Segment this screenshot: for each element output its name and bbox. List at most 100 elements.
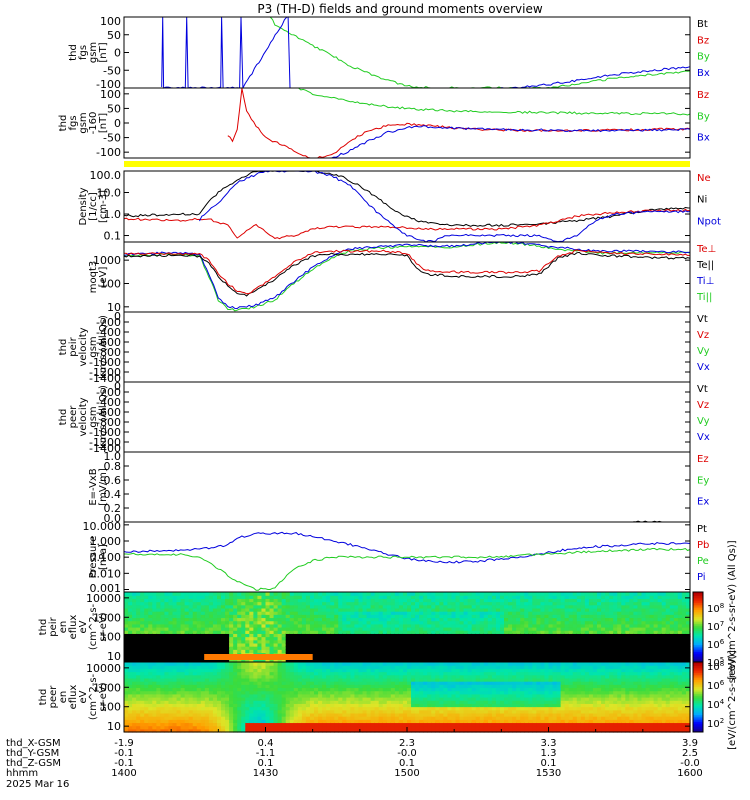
spectrogram-cell bbox=[192, 681, 198, 685]
spectrogram-cell bbox=[411, 652, 416, 657]
spectrogram-cell bbox=[435, 633, 440, 638]
spectrogram-cell bbox=[342, 611, 347, 615]
spectrogram-cell bbox=[366, 607, 372, 612]
spectrogram-cell bbox=[309, 674, 315, 679]
spectrogram-cell bbox=[192, 611, 198, 615]
spectrogram-cell bbox=[342, 620, 347, 625]
spectrogram-cell bbox=[435, 620, 440, 625]
spectrogram-cell bbox=[617, 592, 622, 596]
spectrogram-cell bbox=[358, 668, 364, 673]
spectrogram-cell bbox=[621, 658, 626, 663]
spectrogram-cell bbox=[556, 633, 562, 638]
spectrogram-cell bbox=[196, 677, 202, 682]
spectrogram-cell bbox=[233, 617, 238, 622]
spectrogram-cell bbox=[225, 668, 230, 673]
spectrogram-cell bbox=[419, 611, 424, 615]
panel-frame bbox=[123, 381, 691, 453]
y-tick-label: 0 bbox=[114, 380, 121, 393]
spectrogram-cell bbox=[516, 620, 521, 625]
spectrogram-cell bbox=[216, 716, 222, 720]
spectrogram-cell bbox=[273, 611, 279, 615]
spectrogram-cell bbox=[277, 617, 283, 622]
spectrogram-cell bbox=[435, 646, 440, 650]
spectrogram-cell bbox=[419, 662, 424, 666]
spectrogram-cell bbox=[261, 639, 267, 644]
spectrogram-cell bbox=[309, 706, 315, 711]
spectrogram-cell bbox=[281, 604, 287, 609]
spectrogram-cell bbox=[221, 649, 226, 654]
spectrogram-cell bbox=[402, 700, 408, 704]
spectrogram-cell bbox=[148, 620, 153, 625]
spectrogram-cell bbox=[657, 639, 663, 644]
spectrogram-cell bbox=[188, 716, 194, 720]
spectrogram-cell bbox=[229, 642, 234, 647]
spectrogram-cell bbox=[156, 706, 161, 711]
spectrogram-cell bbox=[184, 697, 190, 701]
spectrogram-cell bbox=[257, 665, 263, 669]
spectrogram-cell bbox=[370, 652, 376, 657]
spectrogram-cell bbox=[168, 617, 174, 622]
spectrogram-cell bbox=[605, 633, 610, 638]
spectrogram-cell bbox=[374, 614, 380, 619]
spectrogram-cell bbox=[273, 633, 279, 638]
spectrogram-cell bbox=[338, 646, 343, 650]
spectrogram-cell bbox=[338, 700, 343, 704]
spectrogram-cell bbox=[318, 611, 323, 615]
spectrogram-cell bbox=[601, 598, 606, 603]
y-tick-label: 10.0 bbox=[97, 187, 122, 200]
spectrogram-cell bbox=[572, 623, 578, 628]
spectrogram-cell bbox=[212, 700, 218, 704]
spectrogram-cell bbox=[172, 630, 178, 634]
spectrogram-cell bbox=[625, 617, 630, 622]
spectrogram-cell bbox=[592, 627, 598, 631]
spectrogram-cell bbox=[293, 697, 299, 701]
spectrogram-cell bbox=[467, 598, 473, 603]
spectrogram-cell bbox=[633, 630, 639, 634]
spectrogram-cell bbox=[124, 662, 129, 666]
y-axis-label: thd bbox=[68, 44, 79, 61]
spectrogram-cell bbox=[160, 668, 166, 673]
spectrogram-cell bbox=[475, 617, 481, 622]
spectrogram-cell bbox=[156, 693, 161, 698]
spectrogram-cell bbox=[366, 614, 372, 619]
spectrogram-cell bbox=[572, 614, 578, 619]
spectrogram-cell bbox=[649, 595, 655, 599]
spectrogram-cell bbox=[204, 604, 210, 609]
spectrogram-cell bbox=[249, 620, 254, 625]
spectrogram-cell bbox=[374, 617, 380, 622]
spectrogram-cell bbox=[411, 617, 416, 622]
spectrogram-cell bbox=[483, 595, 489, 599]
spectrogram-cell bbox=[536, 614, 542, 619]
spectrogram-cell bbox=[168, 607, 174, 612]
spectrogram-cell bbox=[318, 668, 323, 673]
spectrogram-cell bbox=[241, 601, 246, 606]
spectrogram-cell bbox=[184, 633, 190, 638]
spectrogram-cell bbox=[362, 646, 368, 650]
spectrogram-cell bbox=[536, 598, 542, 603]
spectrogram-cell bbox=[152, 712, 157, 717]
spectrogram-cell bbox=[568, 604, 574, 609]
spectrogram-cell bbox=[273, 604, 279, 609]
spectrogram-cell bbox=[225, 611, 230, 615]
spectrogram-cell bbox=[411, 700, 416, 704]
y-axis-label: E=-VxB bbox=[88, 468, 99, 505]
spectrogram-cell bbox=[140, 649, 145, 654]
spectrogram-cell bbox=[269, 709, 275, 714]
spectrogram-cell bbox=[374, 719, 380, 724]
spectrogram-cell bbox=[164, 712, 170, 717]
spectrogram-cell bbox=[208, 614, 214, 619]
spectrogram-cell bbox=[366, 725, 372, 730]
spectrogram-cell bbox=[386, 598, 392, 603]
spectrogram-cell bbox=[160, 639, 166, 644]
spectrogram-cell bbox=[354, 712, 360, 717]
spectrogram-cell bbox=[156, 725, 161, 730]
spectrogram-cell bbox=[467, 620, 473, 625]
spectrogram-cell bbox=[326, 722, 331, 727]
spectrogram-cell bbox=[156, 677, 161, 682]
spectrogram-cell bbox=[330, 716, 335, 720]
spectrogram-cell bbox=[330, 598, 335, 603]
spectrogram-cell bbox=[216, 700, 222, 704]
spectrogram-cell bbox=[378, 668, 384, 673]
spectrogram-cell bbox=[124, 709, 129, 714]
spectrogram-cell bbox=[192, 674, 198, 679]
